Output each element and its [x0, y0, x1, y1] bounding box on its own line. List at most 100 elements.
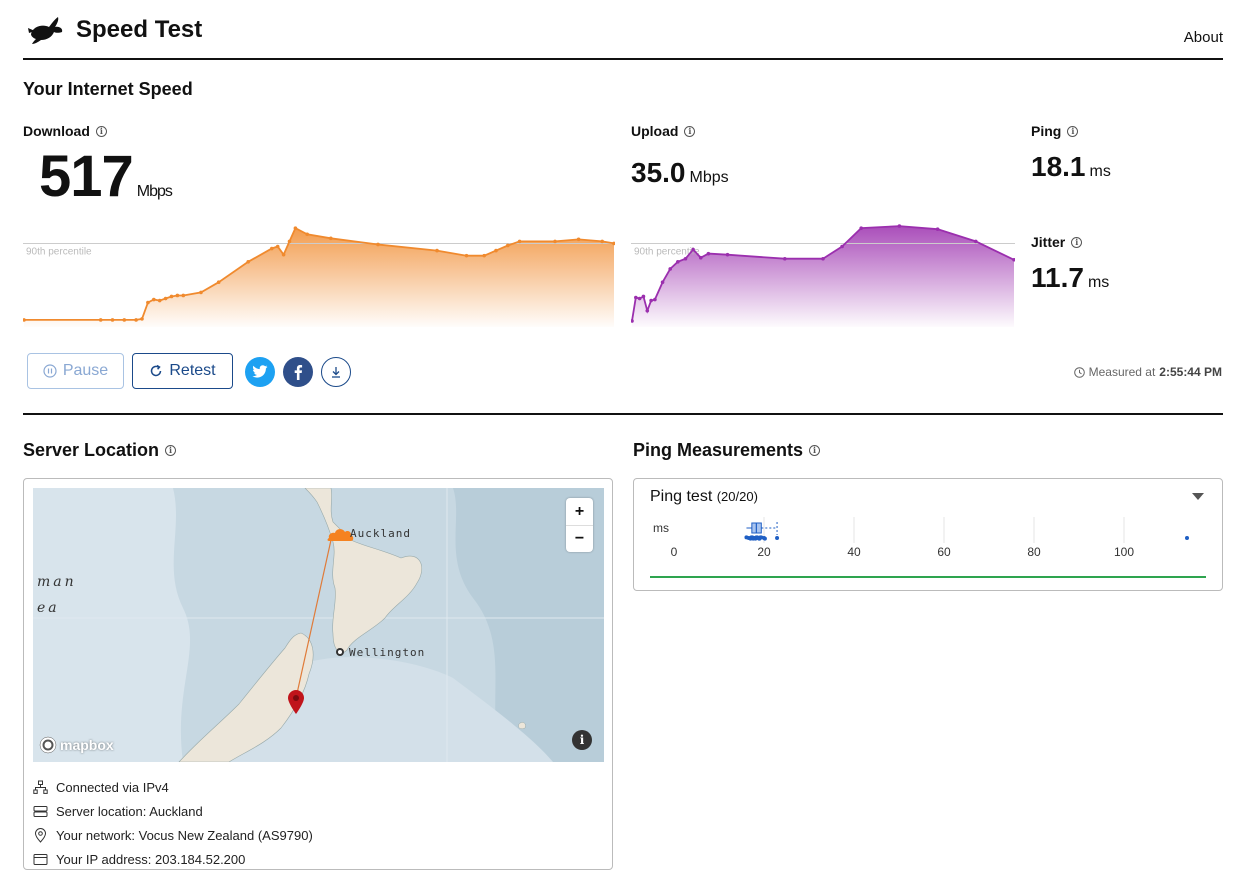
server-section-title-text: Server Location: [23, 440, 160, 460]
download-point: [152, 297, 156, 302]
download-point: [376, 242, 380, 247]
mapbox-mark-icon: [39, 736, 57, 754]
jitter-label: Jitter i: [1031, 234, 1083, 250]
mapbox-logo[interactable]: mapbox: [39, 736, 114, 754]
speed-section-title: Your Internet Speed: [23, 79, 193, 100]
download-point: [98, 318, 103, 322]
upload-point: [649, 298, 653, 303]
map-label-ocean-1: man: [37, 574, 77, 590]
upload-chart: 90th percentile: [631, 224, 1015, 327]
pause-button-label: Pause: [62, 362, 109, 379]
map-attribution-info-icon[interactable]: i: [572, 730, 592, 750]
caret-down-icon[interactable]: [1192, 493, 1204, 500]
ping-point: [758, 535, 763, 540]
download-point: [482, 253, 487, 258]
cloud-server-icon: [327, 529, 354, 541]
retest-button-label: Retest: [169, 362, 216, 379]
download-point: [134, 318, 138, 322]
server-section-title: Server Location i: [23, 440, 177, 461]
upload-point: [706, 251, 711, 256]
upload-value: 35.0 Mbps: [631, 157, 729, 189]
download-info-icon[interactable]: i: [95, 125, 107, 137]
upload-point: [645, 308, 650, 313]
download-point: [157, 298, 162, 303]
download-point: [600, 239, 604, 244]
download-point: [435, 248, 439, 253]
zoom-control: + −: [566, 498, 593, 552]
upload-point: [653, 297, 657, 302]
upload-point: [634, 295, 638, 300]
map-label-ocean-2: ea: [37, 600, 60, 616]
download-point: [506, 243, 510, 248]
upload-info-icon[interactable]: i: [684, 125, 696, 137]
download-point: [517, 239, 522, 244]
upload-point: [821, 256, 825, 261]
ping-measurements-info-icon[interactable]: i: [809, 444, 821, 456]
map-marker-icon[interactable]: [287, 689, 305, 715]
ping-value: 18.1 ms: [1031, 151, 1111, 183]
ping-value-number: 18.1: [1031, 151, 1086, 182]
download-point: [146, 300, 150, 305]
download-unit: Mbps: [136, 183, 173, 200]
download-point: [169, 294, 174, 299]
facebook-share-button[interactable]: [283, 357, 313, 387]
mapbox-text: mapbox: [60, 737, 114, 753]
clock-icon: [1073, 366, 1085, 378]
download-point: [23, 318, 26, 322]
ping-chart: ms 0 20 40 60 80 100: [650, 517, 1206, 578]
zoom-out-button[interactable]: −: [566, 525, 593, 552]
upload-point: [683, 256, 688, 261]
ping-card: Ping test (20/20) ms 0 20 40 60 80 100: [633, 478, 1223, 591]
server-card: Auckland Wellington man ea + − mapbox i: [23, 478, 613, 870]
refresh-icon: [151, 364, 162, 377]
upload-point: [631, 319, 634, 323]
download-point: [287, 239, 292, 244]
download-point: [576, 237, 581, 242]
twitter-share-button[interactable]: [245, 357, 275, 387]
server-info-row: Connected via IPv4: [33, 775, 313, 799]
ping-test-header[interactable]: Ping test (20/20): [650, 488, 758, 506]
download-point: [305, 232, 310, 237]
server-info-icon[interactable]: i: [165, 444, 177, 456]
zoom-in-button[interactable]: +: [574, 502, 585, 520]
jitter-unit: ms: [1087, 274, 1110, 291]
ping-info-icon[interactable]: i: [1067, 125, 1079, 137]
download-results-button[interactable]: [321, 357, 351, 387]
server-map[interactable]: Auckland Wellington man ea + − mapbox i: [33, 488, 604, 762]
upload-unit: Mbps: [689, 169, 729, 186]
ping-point: [755, 535, 760, 540]
jitter-info-icon[interactable]: i: [1071, 236, 1083, 248]
download-p90-label: 90th percentile: [26, 246, 92, 257]
download-point: [612, 241, 615, 246]
upload-point: [698, 255, 703, 260]
download-line: [24, 226, 615, 321]
download-arrow-icon: [332, 367, 340, 378]
download-area-fill: [24, 228, 614, 327]
download-point: [181, 293, 186, 298]
rabbit-logo-icon: [28, 17, 63, 44]
download-point: [216, 280, 221, 284]
upload-point: [660, 280, 665, 284]
map-label-wellington: Wellington: [349, 646, 426, 659]
upload-point: [935, 227, 940, 231]
ping-section-title-text: Ping Measurements: [633, 440, 804, 460]
download-label: Download i: [23, 123, 107, 139]
pause-button[interactable]: Pause: [27, 353, 124, 389]
server-info-text: Your IP address: 203.184.52.200: [56, 851, 246, 867]
about-link[interactable]: About: [1183, 29, 1223, 46]
card-icon: [33, 853, 48, 865]
download-point: [122, 318, 127, 322]
server-icon: [33, 805, 48, 817]
retest-button[interactable]: Retest: [132, 353, 233, 389]
upload-point: [691, 247, 695, 252]
ping-tick-label: 40: [847, 545, 861, 559]
download-point: [275, 244, 280, 249]
ping-unit: ms: [1089, 163, 1111, 180]
upload-point: [1012, 257, 1015, 262]
ping-tick-label: 0: [671, 545, 678, 559]
upload-point: [897, 224, 902, 228]
ping-tick-label: 20: [757, 545, 771, 559]
download-point: [110, 318, 115, 322]
download-point: [464, 253, 469, 258]
download-label-text: Download: [23, 123, 90, 139]
